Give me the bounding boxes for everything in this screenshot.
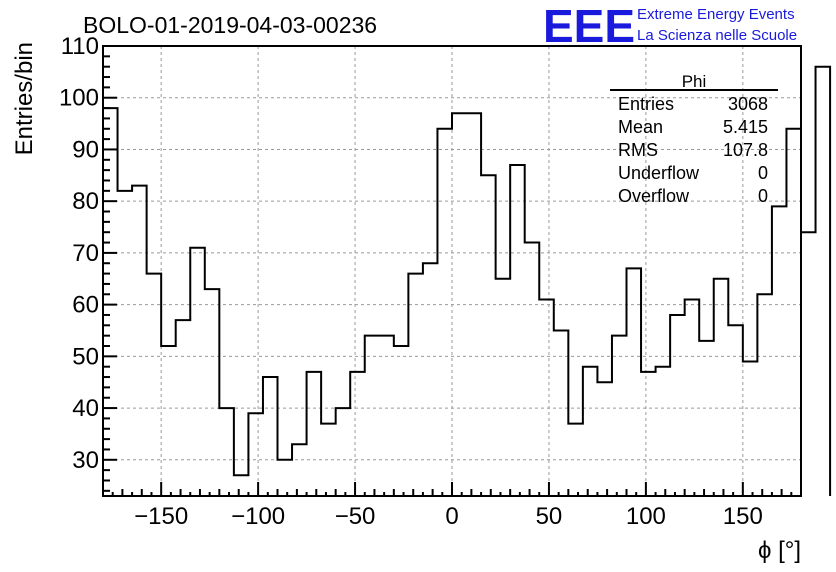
y-tick-label: 100 (59, 85, 99, 112)
y-tick-label: 70 (72, 240, 99, 267)
y-tick-label: 60 (72, 292, 99, 319)
x-tick-label: 0 (445, 503, 458, 530)
x-tick-label: −50 (335, 503, 376, 530)
stats-row-value: 5.415 (723, 117, 768, 137)
eee-logo-mark: EEE (543, 0, 635, 52)
eee-logo-line2: La Scienza nelle Scuole (637, 27, 797, 44)
x-tick-label: −100 (231, 503, 285, 530)
x-tick-label: 100 (626, 503, 666, 530)
y-tick-label: 90 (72, 136, 99, 163)
stats-row-label: Mean (618, 117, 663, 137)
eee-logo: EEE Extreme Energy Events La Scienza nel… (543, 0, 797, 52)
axis-ticks (103, 45, 793, 496)
y-tick-label: 50 (72, 343, 99, 370)
y-tick-label: 40 (72, 395, 99, 422)
chart-title: BOLO-01-2019-04-03-00236 (83, 12, 377, 38)
y-tick-label: 110 (61, 33, 99, 60)
stats-box: Phi Entries 3068 Mean 5.415 RMS 107.8 Underflo… (610, 72, 778, 206)
stats-row-label: RMS (618, 140, 658, 160)
histogram-series (102, 65, 832, 496)
y-axis-label: Entries/bin (11, 42, 38, 155)
x-axis-label: ϕ [°] (758, 537, 801, 564)
stats-row-value: 0 (758, 163, 768, 183)
y-tick-label: 30 (72, 447, 99, 474)
stats-row-value: 107.8 (723, 140, 768, 160)
x-tick-label: 150 (723, 503, 763, 530)
stats-row-value: 3068 (728, 94, 768, 114)
y-tick-labels: 30 40 50 60 70 80 90 100 110 (59, 33, 99, 474)
y-tick-label: 80 (72, 188, 99, 215)
stats-box-name: Phi (682, 72, 707, 91)
stats-row-label: Entries (618, 94, 674, 114)
stats-row-label: Overflow (618, 186, 690, 206)
stats-row-label: Underflow (618, 163, 700, 183)
stats-row-value: 0 (758, 186, 768, 206)
stats-box-rows: Entries 3068 Mean 5.415 RMS 107.8 Underflow 0 Ov… (618, 94, 768, 206)
eee-logo-line1: Extreme Energy Events (637, 6, 795, 23)
x-tick-labels: −150 −100 −50 0 50 100 150 (134, 503, 763, 530)
x-tick-label: −150 (134, 503, 188, 530)
x-tick-label: 50 (536, 503, 563, 530)
